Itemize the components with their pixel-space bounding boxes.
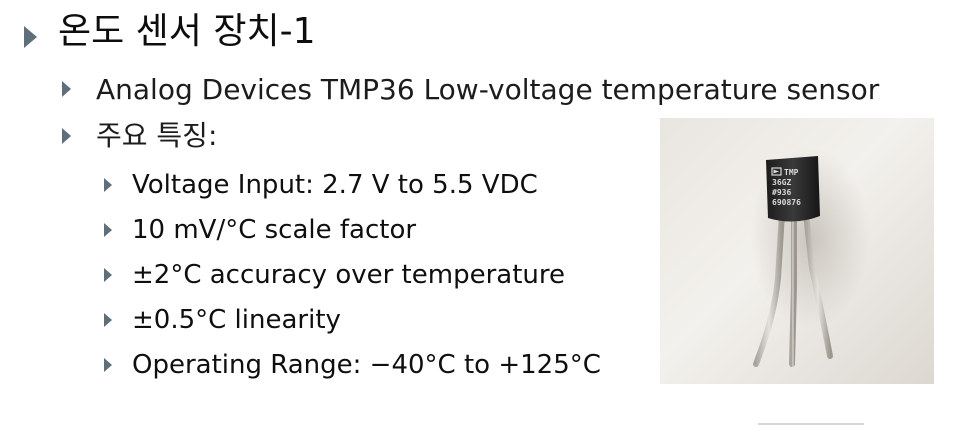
feature-item-accuracy: ±2°C accuracy over temperature bbox=[132, 260, 565, 290]
chip-marking-line3: #936 bbox=[772, 188, 791, 197]
features-heading: 주요 특징: bbox=[96, 119, 218, 152]
sensor-photo: TMP 36GZ #936 690876 bbox=[660, 118, 934, 384]
chip-marking-line4: 690876 bbox=[772, 198, 801, 207]
item-bullet-icon bbox=[104, 223, 112, 237]
item-bullet-icon bbox=[104, 178, 112, 192]
feature-item-voltage: Voltage Input: 2.7 V to 5.5 VDC bbox=[132, 170, 538, 200]
item-bullet-icon bbox=[104, 313, 112, 327]
item-bullet-icon bbox=[104, 358, 112, 372]
chip-marking-line2: 36GZ bbox=[772, 178, 791, 187]
chip-marking-line1: TMP bbox=[784, 168, 799, 177]
feature-item-scale-factor: 10 mV/°C scale factor bbox=[132, 215, 417, 245]
sub-bullet-icon bbox=[62, 128, 71, 144]
tmp36-sensor-illustration: TMP 36GZ #936 690876 bbox=[750, 148, 870, 367]
title-bullet-icon bbox=[24, 26, 37, 48]
feature-item-linearity: ±0.5°C linearity bbox=[132, 305, 341, 335]
feature-item-operating-range: Operating Range: −40°C to +125°C bbox=[132, 350, 601, 380]
item-bullet-icon bbox=[104, 268, 112, 282]
analog-devices-logo-icon bbox=[771, 167, 782, 176]
sensor-lead-left bbox=[753, 211, 785, 367]
sensor-lead-right bbox=[803, 211, 833, 359]
sensor-name-text: Analog Devices TMP36 Low-voltage tempera… bbox=[96, 73, 880, 106]
sub-bullet-icon bbox=[62, 81, 71, 97]
slide-title: 온도 센서 장치-1 bbox=[58, 11, 316, 52]
sensor-lead-middle bbox=[789, 211, 797, 367]
sensor-body bbox=[766, 156, 820, 222]
bottom-divider bbox=[758, 423, 864, 425]
